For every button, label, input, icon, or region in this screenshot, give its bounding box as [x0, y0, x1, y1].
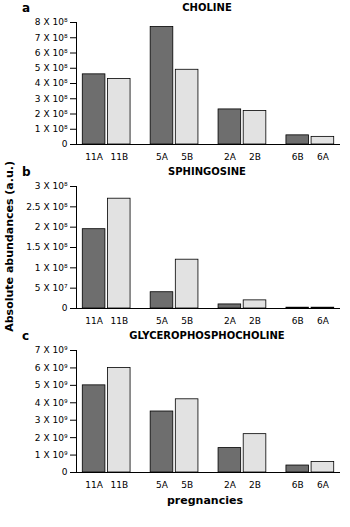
svg-text:5A: 5A [156, 480, 169, 490]
html-text:Absolute abundances (a.u.): Absolute abundances (a.u.) [2, 160, 16, 332]
svg-text:2B: 2B [249, 152, 261, 162]
svg-text:6A: 6A [317, 152, 330, 162]
svg-text:5A: 5A [156, 152, 169, 162]
svg-text:0: 0 [62, 139, 68, 149]
svg-text:2 X 10⁹: 2 X 10⁹ [35, 433, 68, 443]
svg-text:11A: 11A [85, 316, 103, 326]
svg-text:2B: 2B [249, 316, 261, 326]
svg-text:5 X 10⁷: 5 X 10⁷ [35, 283, 68, 293]
svg-text:2A: 2A [224, 152, 237, 162]
svg-text:5B: 5B [181, 152, 193, 162]
svg-text:0: 0 [62, 467, 68, 477]
svg-text:5 X 10⁸: 5 X 10⁸ [35, 63, 68, 73]
svg-text:2 X 10⁸: 2 X 10⁸ [35, 222, 68, 232]
html-text:c: c [22, 329, 30, 343]
svg-text:7 X 10⁸: 7 X 10⁸ [35, 33, 68, 43]
html-text:b: b [22, 165, 31, 179]
svg-text:1 X 10⁹: 1 X 10⁹ [35, 450, 68, 460]
svg-text:6A: 6A [317, 480, 330, 490]
svg-text:11A: 11A [85, 480, 103, 490]
svg-text:7 X 10⁹: 7 X 10⁹ [35, 345, 68, 355]
svg-text:11B: 11B [110, 480, 128, 490]
svg-text:11B: 11B [110, 316, 128, 326]
svg-text:5 X 10⁹: 5 X 10⁹ [35, 380, 68, 390]
svg-text:6 X 10⁸: 6 X 10⁸ [35, 48, 68, 58]
html-text:a: a [22, 1, 31, 15]
svg-text:6B: 6B [292, 480, 304, 490]
svg-text:1 X 10⁸: 1 X 10⁸ [35, 263, 68, 273]
svg-text:4 X 10⁹: 4 X 10⁹ [35, 398, 68, 408]
html-text:pregnancies: pregnancies [167, 494, 243, 507]
html-text:CHOLINE: CHOLINE [182, 2, 232, 13]
svg-text:2B: 2B [249, 480, 261, 490]
svg-text:3 X 10⁸: 3 X 10⁸ [35, 181, 68, 191]
svg-text:8 X 10⁸: 8 X 10⁸ [35, 17, 68, 27]
svg-text:0: 0 [62, 303, 68, 313]
svg-text:4 X 10⁸: 4 X 10⁸ [35, 78, 68, 88]
html-text:SPHINGOSINE: SPHINGOSINE [168, 166, 246, 177]
svg-text:5A: 5A [156, 316, 169, 326]
svg-text:5B: 5B [181, 316, 193, 326]
svg-text:6B: 6B [292, 316, 304, 326]
svg-text:2A: 2A [224, 316, 237, 326]
svg-text:2A: 2A [224, 480, 237, 490]
svg-text:6B: 6B [292, 152, 304, 162]
svg-text:1 X 10⁸: 1 X 10⁸ [35, 124, 68, 134]
svg-text:1.5 X 10⁸: 1.5 X 10⁸ [26, 242, 68, 252]
svg-text:6 X 10⁹: 6 X 10⁹ [35, 363, 68, 373]
html-text:GLYCEROPHOSPHOCHOLINE: GLYCEROPHOSPHOCHOLINE [129, 330, 285, 341]
svg-text:2 X 10⁸: 2 X 10⁸ [35, 109, 68, 119]
svg-text:6A: 6A [317, 316, 330, 326]
svg-text:11A: 11A [85, 152, 103, 162]
svg-text:3 X 10⁸: 3 X 10⁸ [35, 94, 68, 104]
svg-text:2.5 X 10⁸: 2.5 X 10⁸ [26, 202, 68, 212]
svg-text:3 X 10⁹: 3 X 10⁹ [35, 415, 68, 425]
svg-text:5B: 5B [181, 480, 193, 490]
svg-text:11B: 11B [110, 152, 128, 162]
